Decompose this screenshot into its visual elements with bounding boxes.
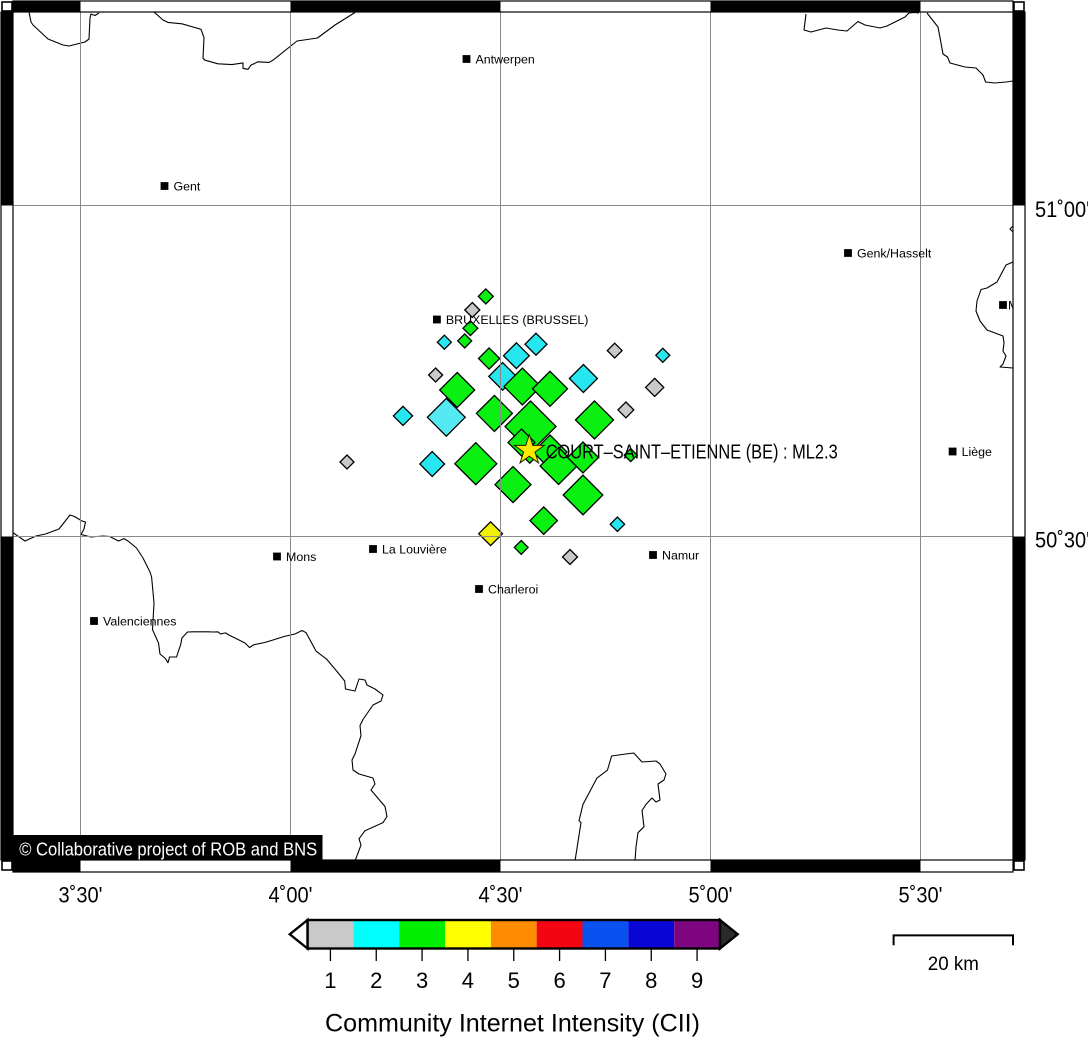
svg-text:1: 1 <box>324 968 336 993</box>
svg-text:Gent: Gent <box>174 179 201 193</box>
svg-text:La Louvière: La Louvière <box>382 542 447 556</box>
svg-text:3˚30': 3˚30' <box>59 882 103 907</box>
svg-text:Maastricht: Maastricht <box>1008 298 1066 312</box>
svg-text:20 km: 20 km <box>928 953 979 975</box>
svg-text:50˚30': 50˚30' <box>1035 527 1088 552</box>
svg-text:Genk/Hasselt: Genk/Hasselt <box>857 246 932 260</box>
svg-text:4˚00': 4˚00' <box>269 882 313 907</box>
svg-text:COURT–SAINT–ETIENNE (BE) : ML2: COURT–SAINT–ETIENNE (BE) : ML2.3 <box>546 440 838 463</box>
svg-text:Antwerpen: Antwerpen <box>476 52 535 66</box>
svg-text:© Collaborative project of ROB: © Collaborative project of ROB and BNS <box>19 839 317 860</box>
svg-text:8: 8 <box>645 968 657 993</box>
svg-text:5: 5 <box>508 968 520 993</box>
svg-text:5˚30': 5˚30' <box>899 882 943 907</box>
svg-text:6: 6 <box>553 968 565 993</box>
svg-text:Namur: Namur <box>662 548 699 562</box>
svg-text:Community Internet Intensity (: Community Internet Intensity (CII) <box>325 1010 700 1038</box>
svg-text:BRUXELLES (BRUSSEL): BRUXELLES (BRUSSEL) <box>446 313 589 327</box>
svg-text:Mons: Mons <box>286 550 316 564</box>
svg-text:4˚30': 4˚30' <box>479 882 523 907</box>
svg-text:9: 9 <box>691 968 703 993</box>
svg-text:7: 7 <box>599 968 611 993</box>
svg-text:Valenciennes: Valenciennes <box>103 614 176 628</box>
svg-text:4: 4 <box>462 968 474 993</box>
svg-text:2: 2 <box>370 968 382 993</box>
svg-text:Charleroi: Charleroi <box>488 582 538 596</box>
svg-text:5˚00': 5˚00' <box>689 882 733 907</box>
svg-text:51˚00': 51˚00' <box>1035 197 1088 222</box>
svg-text:3: 3 <box>416 968 428 993</box>
svg-text:Liège: Liège <box>962 445 992 459</box>
